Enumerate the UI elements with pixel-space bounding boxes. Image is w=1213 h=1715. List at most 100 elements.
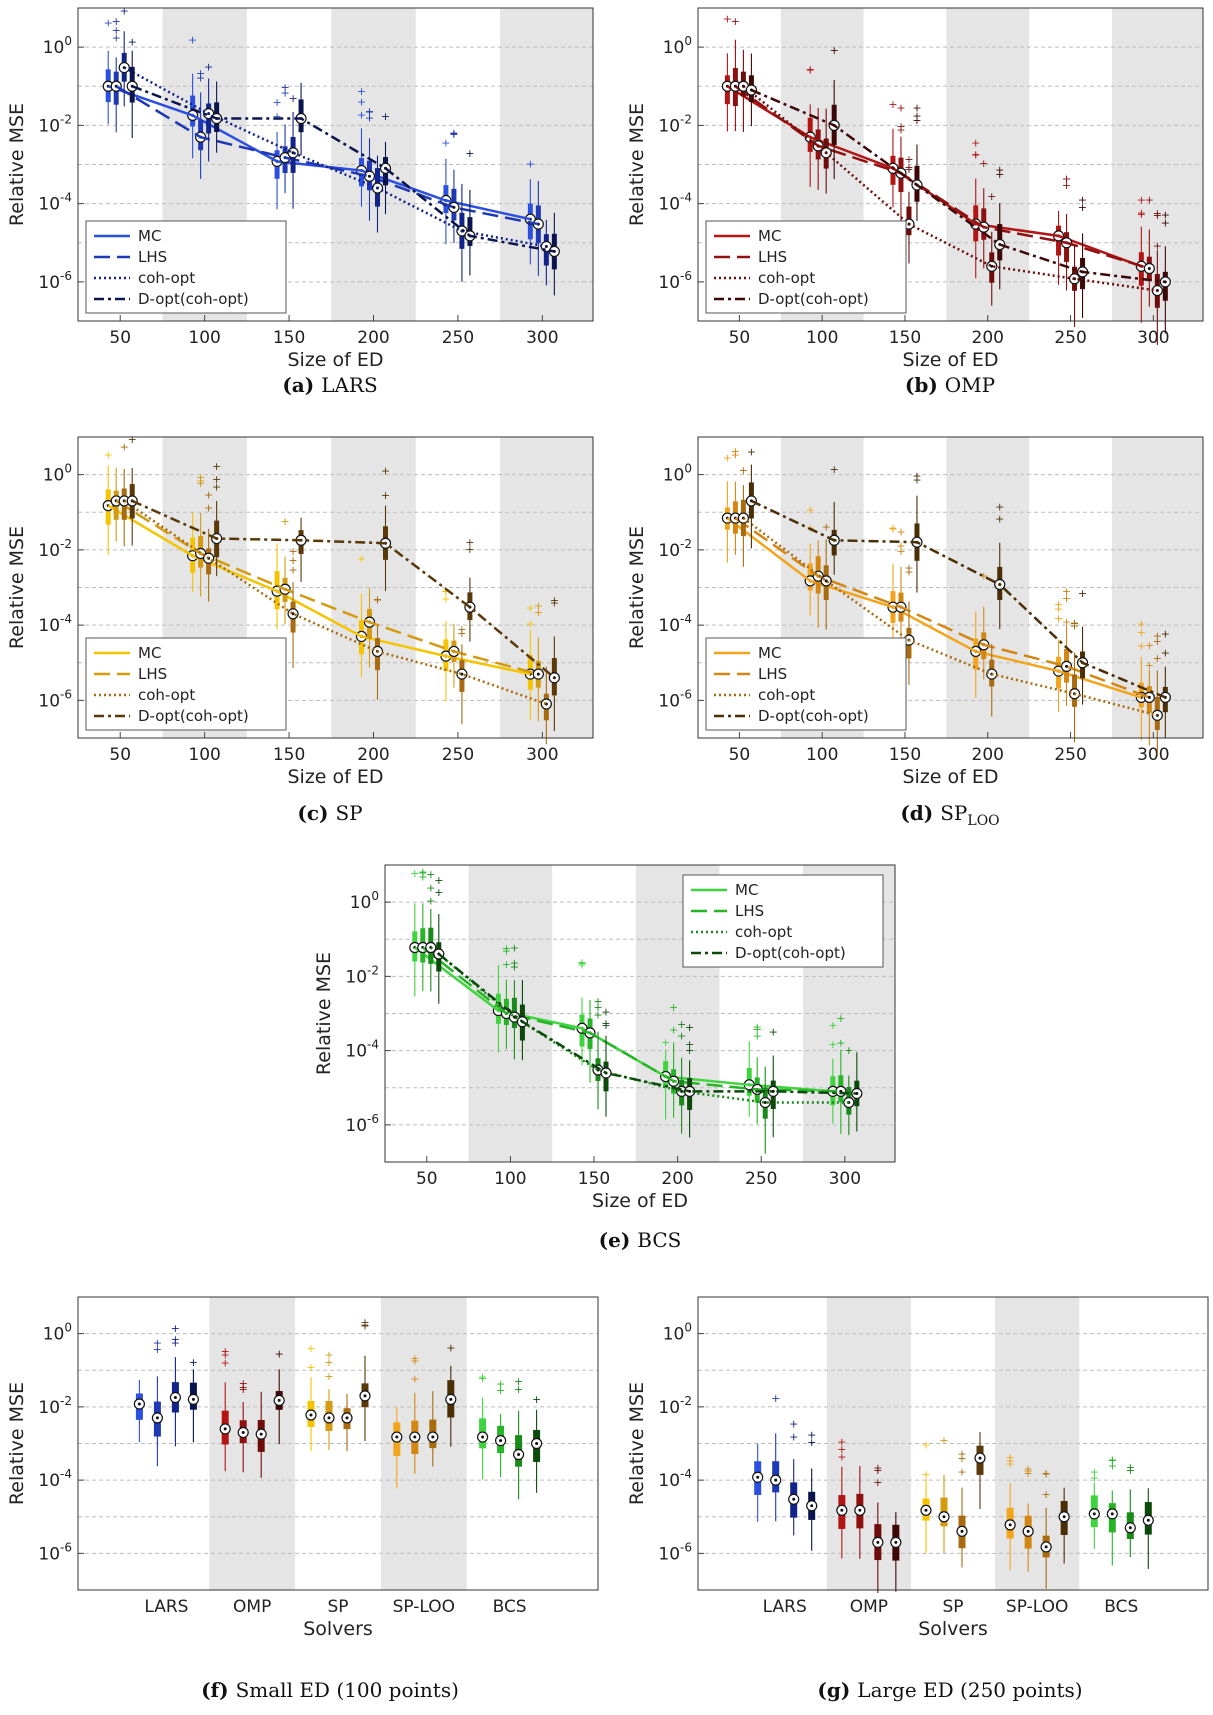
plot-frame (697, 436, 1204, 739)
svg-text:+: + (465, 147, 474, 160)
plot-frame (697, 1296, 1209, 1591)
x-tick-label: 300 (526, 328, 558, 348)
svg-text:+: + (449, 127, 458, 140)
svg-text:+: + (1145, 659, 1154, 672)
svg-text:+: + (1153, 635, 1162, 648)
box-lars: + (770, 1392, 782, 1522)
svg-text:+: + (357, 553, 366, 566)
svg-text:+: + (731, 448, 740, 461)
svg-text:+: + (502, 958, 511, 971)
y-tick-label: 100 (43, 462, 72, 486)
y-tick-label: 10-4 (658, 1467, 692, 1491)
svg-text:+: + (912, 102, 921, 115)
x-axis-label: Size of ED (287, 349, 383, 371)
legend-label: coh-opt (735, 923, 792, 941)
box-d-opt-coh-opt-: ++ (1159, 208, 1171, 334)
x-tick-label: 50 (109, 745, 131, 765)
svg-text:+: + (441, 584, 450, 597)
svg-text:+: + (550, 597, 559, 610)
box-omp (890, 1512, 902, 1592)
x-tick-label: 150 (578, 1169, 610, 1189)
svg-text:+: + (995, 512, 1004, 525)
svg-text:+: + (373, 593, 382, 606)
svg-text:+: + (373, 594, 382, 607)
x-tick-label: SP (942, 1597, 963, 1617)
chart-7: 100 10-2 10-4 10-6 LARS OMP SP SP-LOO BCS Solvers… (626, 1296, 1209, 1702)
svg-text:+: + (196, 475, 205, 488)
svg-text:+: + (1062, 592, 1071, 605)
svg-text:+: + (995, 501, 1004, 514)
svg-text:+: + (837, 1436, 846, 1449)
svg-text:+: + (239, 1377, 248, 1390)
box-bcs: ++ (512, 1375, 525, 1500)
svg-text:+: + (288, 545, 297, 558)
box-lars: ++ (806, 1428, 818, 1551)
y-tick-label: 10-6 (345, 1112, 379, 1136)
svg-text:+: + (731, 15, 740, 28)
svg-text:+: + (1161, 647, 1170, 660)
box-bcs: +++ (1106, 1454, 1118, 1566)
svg-text:+: + (441, 136, 450, 149)
svg-text:+: + (360, 1319, 369, 1332)
svg-text:+: + (288, 92, 297, 105)
svg-text:+: + (836, 1036, 845, 1049)
svg-text:+: + (441, 593, 450, 606)
subplot-caption: (d) SPLOO (900, 801, 999, 829)
svg-text:+: + (120, 440, 129, 453)
x-tick-label: SP-LOO (393, 1597, 455, 1617)
box-sp-loo: +++ (1022, 1462, 1034, 1572)
svg-text:+: + (357, 96, 366, 109)
svg-text:+: + (410, 1352, 419, 1365)
svg-text:+: + (272, 110, 281, 123)
svg-text:+: + (171, 1336, 180, 1349)
x-axis-label: Solvers (918, 1618, 988, 1640)
y-tick-label: 10-6 (38, 1540, 72, 1564)
svg-text:+: + (381, 464, 390, 477)
y-axis-label: Relative MSE (6, 1382, 28, 1505)
svg-text:+: + (1042, 1467, 1051, 1480)
svg-text:+: + (593, 995, 602, 1008)
y-tick-label: 10-4 (38, 1467, 72, 1491)
svg-text:+: + (1126, 1464, 1135, 1477)
svg-text:+: + (723, 13, 732, 26)
svg-text:+: + (828, 1019, 837, 1032)
svg-text:+: + (904, 161, 913, 174)
svg-text:+: + (753, 1030, 762, 1043)
x-tick-label: 250 (1054, 328, 1086, 348)
series-line-coh-opt (123, 499, 547, 706)
svg-text:+: + (381, 110, 390, 123)
svg-text:+: + (239, 1381, 248, 1394)
box-omp: +++ (237, 1377, 249, 1473)
box-d-opt-coh-opt-: + (1076, 587, 1089, 705)
box-d-opt-coh-opt-: +++ (684, 1021, 696, 1138)
box-sp: +++ (323, 1349, 335, 1450)
svg-text:+: + (324, 1370, 333, 1383)
y-tick-label: 10-6 (658, 687, 692, 711)
svg-text:+: + (939, 1434, 948, 1447)
svg-text:+: + (661, 1036, 670, 1049)
svg-text:+: + (723, 451, 732, 464)
series-line-d-opt-coh-opt- (131, 499, 556, 679)
svg-text:+: + (731, 445, 740, 458)
box-sp: ++ (920, 1438, 932, 1554)
x-tick-label: 250 (745, 1169, 777, 1189)
box-omp: +++ (836, 1436, 848, 1559)
svg-text:+: + (514, 1375, 523, 1388)
box-omp (854, 1465, 866, 1559)
svg-text:+: + (418, 866, 427, 879)
svg-text:+: + (1161, 216, 1170, 229)
svg-text:+: + (171, 1333, 180, 1346)
svg-text:+: + (769, 1025, 778, 1038)
box-lars (752, 1443, 764, 1522)
svg-text:+: + (510, 961, 519, 974)
x-axis-label: Size of ED (902, 766, 998, 788)
svg-text:+: + (1108, 1454, 1117, 1467)
svg-text:+: + (496, 1384, 505, 1397)
x-axis-label: Size of ED (902, 349, 998, 371)
svg-text:+: + (550, 594, 559, 607)
svg-text:+: + (904, 565, 913, 578)
x-tick-label: 250 (442, 328, 474, 348)
y-tick-label: 10-6 (658, 1540, 692, 1564)
svg-text:+: + (912, 474, 921, 487)
svg-text:+: + (221, 1356, 230, 1369)
